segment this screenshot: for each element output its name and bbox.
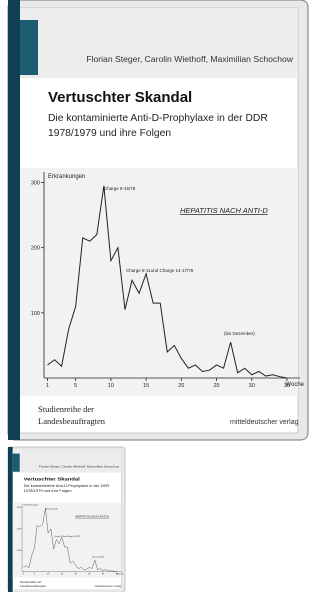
header-band	[13, 450, 121, 473]
chart-title: HEPATITIS NACH ANTI-D	[180, 206, 268, 215]
subtitle: 1978/1979 und ihre Folgen	[24, 489, 72, 493]
x-tick-label: 30	[249, 383, 255, 389]
cover-thumbnail: Florian Steger, Carolin Wiethoff, Maximi…	[8, 447, 125, 592]
cover-image: Florian Steger, Carolin Wiethoff, Maximi…	[8, 0, 308, 440]
book-title: Vertuschter Skandal	[24, 477, 81, 482]
annotation: Charge 8-15/78	[104, 186, 136, 191]
y-tick-label: 300	[31, 181, 40, 187]
series-name: Studienreihe der	[38, 404, 94, 414]
y-axis-label: Erkrankungen	[48, 174, 85, 180]
x-tick-label: 1	[46, 383, 49, 389]
series-name: Landesbeauftragten	[38, 416, 106, 426]
x-tick-label: 10	[108, 383, 114, 389]
y-tick-label: 200	[31, 246, 40, 252]
chart-background	[20, 168, 298, 396]
header-accent	[20, 20, 38, 75]
x-tick-label: 35	[284, 383, 290, 389]
subtitle: 1978/1979 und ihre Folgen	[48, 128, 171, 139]
annotation: Charge 8-11und Charge 14-17/78	[126, 268, 194, 273]
authors: Florian Steger, Carolin Wiethoff, Maximi…	[39, 465, 120, 469]
x-tick-label: 5	[74, 383, 77, 389]
chart-background	[13, 502, 121, 577]
series-name: Studienreihe der	[20, 580, 42, 584]
series-name: Landesbeauftragten	[20, 584, 47, 588]
page: Florian Steger, Carolin Wiethoff, Maximi…	[0, 0, 311, 592]
y-tick-label: 100	[31, 311, 40, 317]
subtitle: Die kontaminierte Anti-D-Prophylaxe in d…	[48, 113, 268, 124]
x-tick-label: 25	[213, 383, 219, 389]
spine	[8, 0, 20, 440]
publisher: mitteldeutscher verlag	[230, 419, 299, 426]
x-tick-label: 20	[178, 383, 184, 389]
annotation: (bis Dezember)	[224, 331, 255, 336]
spine	[8, 447, 13, 592]
header-band	[20, 8, 298, 78]
publisher: mitteldeutscher verlag	[95, 585, 122, 588]
header-accent	[13, 454, 20, 472]
x-tick-label: 15	[143, 383, 149, 389]
x-tick-label: 1	[23, 574, 24, 576]
book-title: Vertuschter Skandal	[48, 89, 192, 106]
product-images: Florian Steger, Carolin Wiethoff, Maximi…	[0, 0, 311, 592]
subtitle: Die kontaminierte Anti-D-Prophylaxe in d…	[24, 484, 110, 488]
authors: Florian Steger, Carolin Wiethoff, Maximi…	[86, 54, 293, 64]
